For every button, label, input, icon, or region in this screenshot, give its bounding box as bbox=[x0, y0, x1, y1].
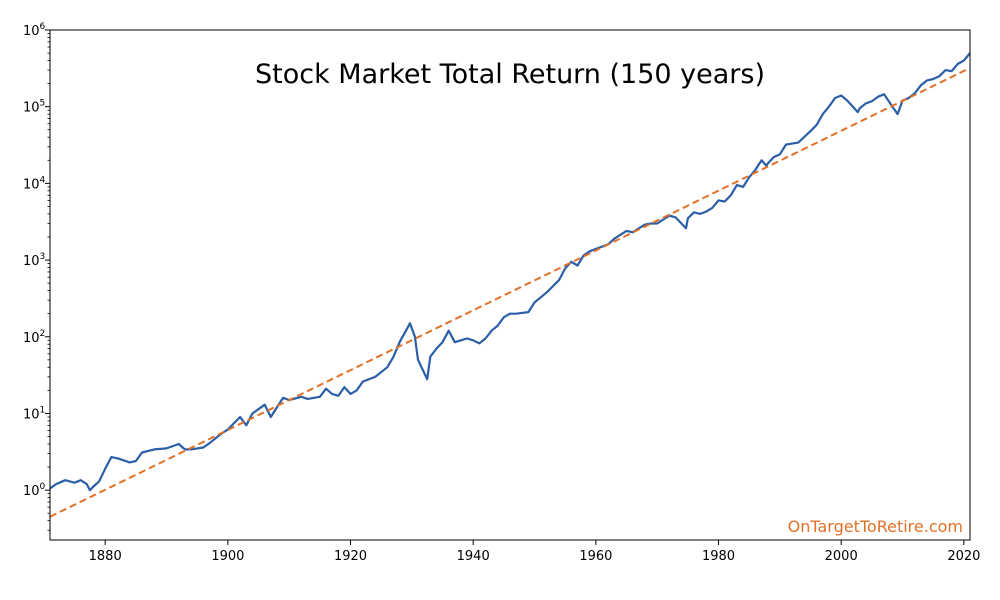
y-tick-base: 10 bbox=[23, 331, 40, 346]
y-tick-exponent: 6 bbox=[40, 22, 46, 32]
y-tick-base: 10 bbox=[23, 254, 40, 269]
total-return-line bbox=[50, 52, 970, 492]
y-tick-exponent: 4 bbox=[40, 175, 46, 185]
x-tick-label: 1920 bbox=[334, 549, 367, 564]
y-tick-base: 10 bbox=[23, 484, 40, 499]
watermark-text: OnTargetToRetire.com bbox=[788, 517, 963, 536]
y-tick-exponent: 1 bbox=[40, 405, 46, 415]
x-tick-label: 2020 bbox=[947, 549, 980, 564]
x-tick-label: 1960 bbox=[579, 549, 612, 564]
y-tick-exponent: 5 bbox=[40, 99, 46, 109]
y-tick-label: 102 bbox=[23, 329, 45, 346]
series-layer bbox=[50, 52, 970, 518]
y-tick-exponent: 2 bbox=[40, 329, 46, 339]
y-tick-base: 10 bbox=[23, 24, 40, 39]
y-tick-base: 10 bbox=[23, 407, 40, 422]
x-tick-label: 1980 bbox=[702, 549, 735, 564]
y-tick-label: 103 bbox=[23, 252, 45, 269]
chart-title: Stock Market Total Return (150 years) bbox=[255, 59, 765, 90]
y-tick-base: 10 bbox=[23, 177, 40, 192]
axis-layer: 1880 1900 1920 1940 1960 1980 2000 202010010110… bbox=[23, 22, 980, 564]
x-tick-label: 2000 bbox=[825, 549, 858, 564]
y-tick-label: 105 bbox=[23, 99, 45, 116]
plot-frame bbox=[49, 29, 971, 541]
x-tick-label: 1900 bbox=[211, 549, 244, 564]
y-tick-label: 100 bbox=[23, 482, 46, 499]
y-tick-exponent: 0 bbox=[40, 482, 46, 492]
x-tick-label: 1940 bbox=[457, 549, 490, 564]
y-tick-label: 101 bbox=[23, 405, 45, 422]
x-tick-label: 1880 bbox=[89, 549, 122, 564]
trend-line bbox=[50, 67, 970, 518]
y-tick-base: 10 bbox=[23, 101, 40, 116]
y-tick-label: 104 bbox=[23, 175, 46, 192]
y-tick-label: 106 bbox=[23, 22, 46, 39]
y-tick-exponent: 3 bbox=[40, 252, 46, 262]
